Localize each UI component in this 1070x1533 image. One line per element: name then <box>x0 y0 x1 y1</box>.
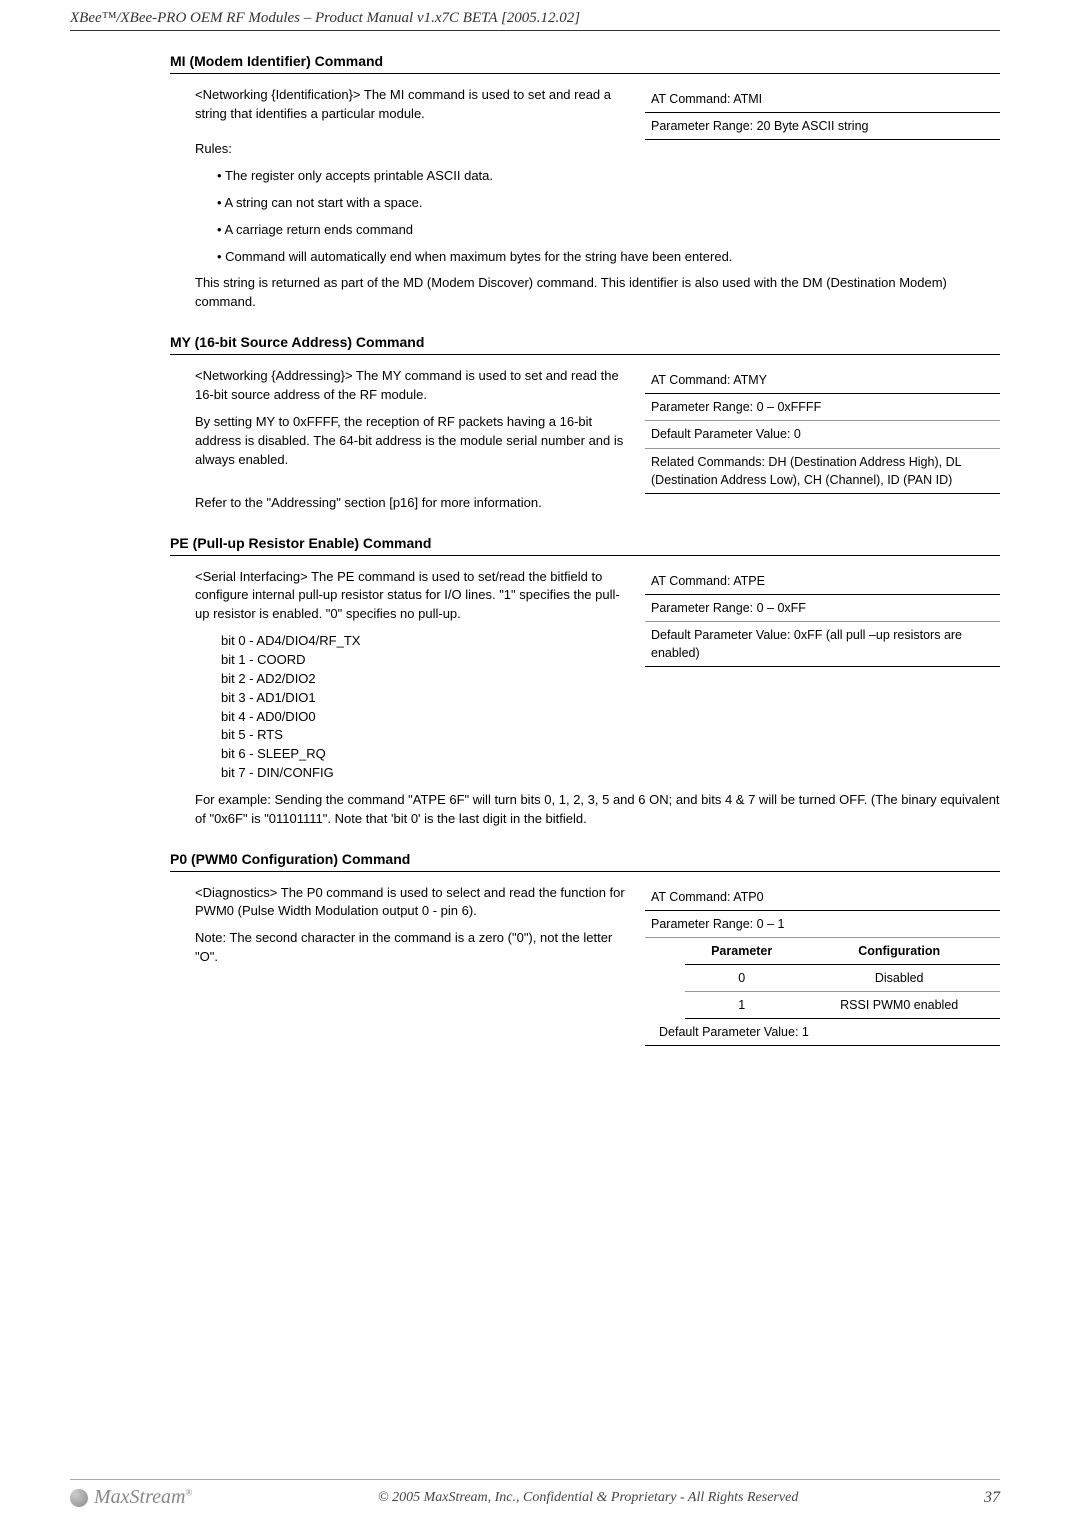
p0-th-config: Configuration <box>798 938 1000 965</box>
my-para1: <Networking {Addressing}> The MY command… <box>195 367 627 405</box>
p0-body: <Diagnostics> The P0 command is used to … <box>195 884 1000 1047</box>
p0-at: AT Command: ATP0 <box>645 884 1000 911</box>
pe-default: Default Parameter Value: 0xFF (all pull … <box>645 621 1000 666</box>
mi-info-table: AT Command: ATMI Parameter Range: 20 Byt… <box>645 86 1000 140</box>
pe-bit0: bit 0 - AD4/DIO4/RF_TX <box>221 632 627 651</box>
pe-bit4: bit 4 - AD0/DIO0 <box>221 708 627 727</box>
mi-rules-label: Rules: <box>195 140 1000 159</box>
my-at: AT Command: ATMY <box>645 367 1000 394</box>
pe-para1: <Serial Interfacing> The PE command is u… <box>195 568 627 625</box>
my-related: Related Commands: DH (Destination Addres… <box>645 448 1000 493</box>
my-range: Parameter Range: 0 – 0xFFFF <box>645 394 1000 421</box>
mi-at: AT Command: ATMI <box>645 86 1000 113</box>
page: XBee™/XBee-PRO OEM RF Modules – Product … <box>0 0 1070 1533</box>
pe-bit7: bit 7 - DIN/CONFIG <box>221 764 627 783</box>
mi-rule <box>170 73 1000 74</box>
my-rule <box>170 354 1000 355</box>
mi-para1: <Networking {Identification}> The MI com… <box>195 86 627 124</box>
mi-body: <Networking {Identification}> The MI com… <box>195 86 1000 312</box>
mi-rule2: • A string can not start with a space. <box>217 194 1000 213</box>
pe-range: Parameter Range: 0 – 0xFF <box>645 594 1000 621</box>
p0-default-table: Default Parameter Value: 1 <box>645 1019 1000 1046</box>
pe-bit3: bit 3 - AD1/DIO1 <box>221 689 627 708</box>
p0-rule <box>170 871 1000 872</box>
pe-bit2: bit 2 - AD2/DIO2 <box>221 670 627 689</box>
pe-info-table: AT Command: ATPE Parameter Range: 0 – 0x… <box>645 568 1000 668</box>
mi-rule4: • Command will automatically end when ma… <box>217 248 1000 267</box>
p0-title: P0 (PWM0 Configuration) Command <box>170 851 1000 867</box>
pe-bit5: bit 5 - RTS <box>221 726 627 745</box>
my-info-table: AT Command: ATMY Parameter Range: 0 – 0x… <box>645 367 1000 494</box>
mi-range: Parameter Range: 20 Byte ASCII string <box>645 113 1000 140</box>
my-para2: By setting MY to 0xFFFF, the reception o… <box>195 413 627 470</box>
pe-bitlist: bit 0 - AD4/DIO4/RF_TX bit 1 - COORD bit… <box>221 632 627 783</box>
footer-page-number: 37 <box>984 1489 1000 1507</box>
pe-rule <box>170 555 1000 556</box>
p0-info-table: AT Command: ATP0 Parameter Range: 0 – 1 <box>645 884 1000 938</box>
p0-row1-p: 1 <box>685 992 798 1019</box>
footer: MaxStream® © 2005 MaxStream, Inc., Confi… <box>70 1479 1000 1509</box>
p0-row1-c: RSSI PWM0 enabled <box>798 992 1000 1019</box>
my-body: <Networking {Addressing}> The MY command… <box>195 367 1000 512</box>
my-para3: Refer to the "Addressing" section [p16] … <box>195 494 1000 513</box>
footer-center: © 2005 MaxStream, Inc., Confidential & P… <box>192 1490 984 1506</box>
p0-param-table: Parameter Configuration 0 Disabled 1 RSS… <box>685 938 1000 1019</box>
p0-row0-p: 0 <box>685 964 798 991</box>
p0-para2: Note: The second character in the comman… <box>195 929 627 967</box>
logo-ball-icon <box>70 1489 88 1507</box>
pe-para2: For example: Sending the command "ATPE 6… <box>195 791 1000 829</box>
running-header: XBee™/XBee-PRO OEM RF Modules – Product … <box>70 10 1000 31</box>
footer-logo: MaxStream® <box>70 1486 192 1509</box>
p0-range: Parameter Range: 0 – 1 <box>645 910 1000 937</box>
pe-bit1: bit 1 - COORD <box>221 651 627 670</box>
mi-rule1: • The register only accepts printable AS… <box>217 167 1000 186</box>
p0-th-param: Parameter <box>685 938 798 965</box>
my-default: Default Parameter Value: 0 <box>645 421 1000 448</box>
mi-title: MI (Modem Identifier) Command <box>170 53 1000 69</box>
mi-para2: This string is returned as part of the M… <box>195 274 1000 312</box>
p0-para1: <Diagnostics> The P0 command is used to … <box>195 884 627 922</box>
footer-logo-text: MaxStream® <box>94 1486 192 1509</box>
mi-rule3: • A carriage return ends command <box>217 221 1000 240</box>
pe-bit6: bit 6 - SLEEP_RQ <box>221 745 627 764</box>
p0-row0-c: Disabled <box>798 964 1000 991</box>
pe-title: PE (Pull-up Resistor Enable) Command <box>170 535 1000 551</box>
my-title: MY (16-bit Source Address) Command <box>170 334 1000 350</box>
pe-body: <Serial Interfacing> The PE command is u… <box>195 568 1000 829</box>
pe-at: AT Command: ATPE <box>645 568 1000 595</box>
p0-default: Default Parameter Value: 1 <box>645 1019 1000 1046</box>
